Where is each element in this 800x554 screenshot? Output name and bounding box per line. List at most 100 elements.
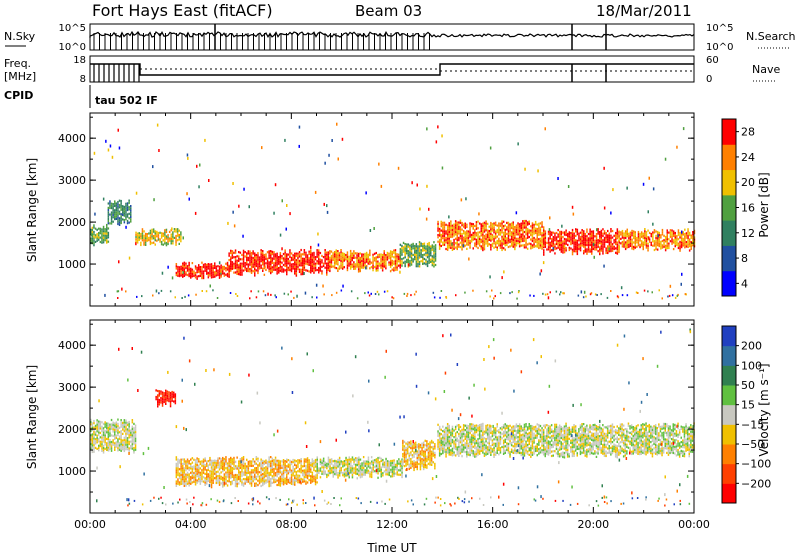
- scatter-cell: [98, 449, 100, 452]
- scatter-cell: [246, 261, 248, 264]
- scatter-cell: [193, 476, 195, 479]
- scatter-cell: [276, 464, 278, 467]
- scatter-cell: [183, 462, 186, 465]
- scatter-cell: [660, 236, 662, 239]
- scatter-cell: [482, 233, 484, 236]
- scatter-cell: [107, 213, 110, 216]
- scatter-cell: [653, 231, 656, 234]
- scatter-cell: [112, 214, 114, 217]
- scatter-cell: [321, 459, 323, 462]
- scatter-cell: [547, 296, 550, 300]
- scatter-cell: [515, 228, 518, 232]
- scatter-cell: [114, 442, 116, 445]
- scatter-cell: [190, 482, 192, 485]
- scatter-cell: [239, 258, 242, 261]
- scatter-cell: [175, 228, 177, 231]
- scatter-cell: [165, 241, 168, 245]
- scatter-cell: [464, 235, 466, 238]
- scatter-cell: [549, 235, 551, 238]
- scatter-cell: [250, 258, 253, 261]
- scatter-cell: [125, 290, 127, 293]
- scatter-cell: [356, 472, 358, 475]
- scatter-cell: [373, 257, 376, 260]
- scatter-cell: [166, 397, 169, 400]
- scatter-cell: [125, 204, 127, 208]
- scatter-cell: [426, 256, 429, 259]
- scatter-cell: [583, 239, 585, 242]
- scatter-cell: [483, 230, 486, 233]
- scatter-cell: [302, 465, 304, 468]
- scatter-cell: [482, 231, 484, 234]
- scatter-cell: [327, 269, 330, 272]
- scatter-cell: [313, 262, 315, 265]
- scatter-cell: [114, 448, 116, 451]
- scatter-cell: [286, 476, 288, 479]
- scatter-cell: [265, 466, 267, 469]
- scatter-cell: [443, 228, 446, 231]
- scatter-cell: [358, 467, 360, 470]
- scatter-cell: [583, 243, 585, 246]
- scatter-cell: [206, 478, 208, 481]
- scatter-cell: [443, 226, 446, 229]
- scatter-cell: [115, 211, 118, 214]
- scatter-cell: [414, 247, 416, 250]
- scatter-cell: [232, 210, 234, 214]
- scatter-cell: [333, 266, 336, 269]
- scatter-cell: [165, 230, 168, 234]
- scatter-cell: [337, 256, 339, 259]
- scatter-cell: [586, 230, 588, 233]
- scatter-cell: [106, 437, 108, 440]
- scatter-cell: [507, 239, 510, 242]
- scatter-cell: [425, 245, 427, 248]
- scatter-cell: [276, 459, 278, 462]
- scatter-cell: [302, 262, 304, 265]
- scatter-cell: [180, 272, 182, 275]
- scatter-cell: [133, 451, 135, 454]
- scatter-cell: [305, 253, 307, 256]
- scatter-cell: [180, 235, 182, 238]
- scatter-cell: [531, 235, 534, 238]
- scatter-cell: [380, 473, 382, 476]
- scatter-cell: [314, 476, 317, 479]
- scatter-cell: [366, 469, 368, 472]
- scatter-cell: [512, 245, 514, 248]
- scatter-cell: [265, 459, 267, 462]
- scatter-cell: [486, 238, 489, 241]
- scatter-cell: [262, 269, 264, 272]
- scatter-cell: [300, 262, 302, 265]
- scatter-cell: [257, 470, 259, 473]
- scatter-cell: [482, 235, 484, 238]
- scatter-cell: [173, 393, 175, 396]
- scatter-cell: [591, 230, 593, 233]
- scatter-cell: [571, 235, 574, 238]
- scatter-cell: [292, 256, 294, 259]
- scatter-cell: [341, 254, 344, 257]
- scatter-cell: [399, 252, 402, 255]
- scatter-cell: [607, 251, 609, 255]
- scatter-cell: [292, 258, 294, 261]
- scatter-cell: [175, 230, 177, 233]
- scatter-cell: [242, 458, 245, 461]
- scatter-cell: [677, 238, 680, 241]
- scatter-cell: [377, 463, 379, 466]
- scatter-cell: [274, 458, 277, 461]
- scatter-cell: [287, 260, 290, 263]
- scatter-cell: [215, 466, 218, 469]
- scatter-cell: [112, 441, 114, 444]
- scatter-cell: [109, 213, 111, 216]
- scatter-cell: [117, 425, 119, 428]
- scatter-cell: [361, 473, 363, 476]
- scatter-cell: [322, 462, 325, 465]
- scatter-cell: [394, 268, 397, 272]
- scatter-cell: [242, 460, 245, 463]
- scatter-cell: [442, 221, 444, 224]
- scatter-cell: [401, 249, 403, 252]
- scatter-cell: [583, 230, 585, 233]
- scatter-cell: [453, 230, 455, 233]
- scatter-cell: [193, 480, 195, 483]
- scatter-cell: [190, 465, 192, 468]
- scatter-cell: [499, 240, 502, 243]
- scatter-cell: [539, 272, 541, 276]
- scatter-cell: [474, 235, 476, 238]
- scatter-cell: [118, 442, 121, 445]
